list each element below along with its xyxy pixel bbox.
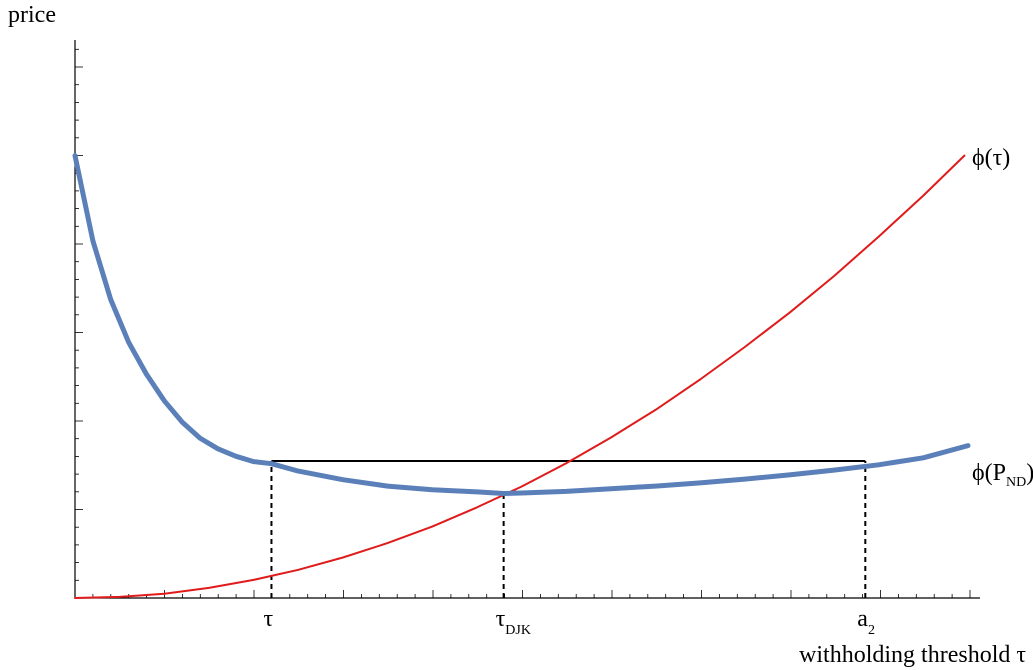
series-label-1: ϕ(PND) xyxy=(972,460,1033,490)
series-label-0: ϕ(τ) xyxy=(972,145,1010,171)
series-lines xyxy=(72,153,971,599)
y-axis-label: price xyxy=(8,2,56,28)
series-line-1 xyxy=(72,153,971,496)
series-line-0 xyxy=(74,154,966,599)
minor-ticks xyxy=(75,48,971,598)
x-axis-label: withholding threshold τ xyxy=(799,642,1026,668)
axes xyxy=(74,40,980,599)
x-tick-label-1: τDJK xyxy=(496,606,531,638)
chart-labels: price withholding threshold τ ϕ(τ) ϕ(PND)… xyxy=(8,2,1033,668)
x-tick-label-2: a2 xyxy=(857,606,875,638)
x-tick-label-0: τ xyxy=(263,606,273,632)
